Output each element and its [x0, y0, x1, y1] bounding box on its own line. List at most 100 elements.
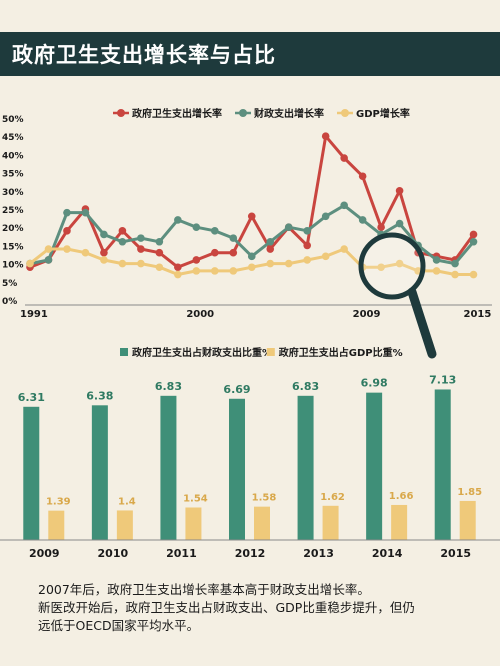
bar-value-label: 7.13: [429, 373, 456, 386]
bar-0: [23, 406, 40, 540]
series-point-0: [100, 248, 108, 257]
series-point-2: [26, 259, 34, 268]
series-point-2: [174, 270, 182, 279]
series-point-2: [81, 248, 90, 257]
magnifier-icon: [358, 232, 437, 359]
series-point-1: [229, 234, 238, 242]
series-point-0: [469, 230, 478, 239]
series-point-1: [284, 223, 293, 231]
bar-value-label: 6.98: [361, 377, 388, 390]
series-point-0: [155, 248, 164, 257]
series-point-2: [247, 263, 256, 272]
legend-label-1: 财政支出增长率: [253, 107, 324, 120]
bar-category-label: 2011: [166, 547, 197, 560]
bar-value-label: 1.58: [252, 493, 277, 504]
series-point-2: [451, 270, 459, 279]
series-point-0: [395, 187, 404, 195]
bar-0: [434, 389, 451, 540]
series-point-1: [211, 227, 219, 235]
bar-value-label: 6.38: [86, 389, 113, 402]
bar-legend-swatch-1: [266, 348, 275, 356]
series-point-0: [321, 132, 330, 140]
series-point-1: [432, 256, 441, 264]
series-point-2: [137, 259, 145, 268]
bar-legend-label-0: 政府卫生支出占财政支出比重%: [132, 346, 272, 359]
series-point-2: [118, 259, 127, 268]
series-point-0: [358, 172, 367, 181]
legend-label-2: GDP增长率: [356, 107, 410, 120]
series-point-2: [340, 245, 348, 253]
magnifier-lens: [358, 232, 426, 300]
series-point-0: [377, 223, 385, 231]
series-point-1: [395, 219, 404, 228]
bar-1: [48, 510, 65, 540]
series-point-1: [303, 227, 312, 235]
y-tick-label: 5%: [2, 279, 17, 289]
series-point-1: [44, 256, 53, 264]
bar-value-label: 1.66: [389, 491, 414, 502]
bar-value-label: 6.83: [292, 380, 319, 393]
series-point-1: [321, 212, 330, 221]
x-tick-label: 2015: [464, 309, 492, 320]
series-point-1: [137, 234, 145, 242]
y-tick-label: 40%: [2, 151, 24, 161]
series-point-2: [321, 252, 330, 261]
y-tick-label: 15%: [2, 242, 24, 252]
y-tick-label: 50%: [2, 115, 24, 125]
y-tick-label: 10%: [2, 261, 24, 271]
series-point-2: [395, 259, 404, 268]
series-point-2: [211, 267, 219, 275]
series-point-1: [81, 208, 90, 217]
bar-0: [229, 398, 245, 540]
line-chart: 政府卫生支出增长率 财政支出增长率 GDP增长率 50% 45% 40% 35% 30% 25%…: [2, 107, 492, 320]
y-tick-label: 30%: [2, 188, 24, 198]
y-tick-label: 35%: [2, 170, 24, 180]
bar-value-label: 6.69: [223, 383, 250, 396]
bar-category-label: 2012: [235, 547, 266, 560]
x-tick-label: 1991: [20, 309, 48, 320]
bar-category-label: 2009: [29, 547, 60, 560]
bar-legend-swatch-0: [120, 348, 128, 356]
series-point-2: [100, 256, 108, 264]
bar-value-label: 1.39: [46, 497, 71, 508]
bar-1: [391, 504, 408, 540]
legend-marker-2: [341, 109, 349, 117]
bar-1: [185, 507, 202, 540]
legend-marker-1: [239, 109, 247, 117]
series-point-0: [63, 227, 71, 235]
y-tick-label: 45%: [2, 133, 24, 143]
bar-chart: 政府卫生支出占财政支出比重% 政府卫生支出占GDP比重% 6.31 1.39 2009 6…: [0, 346, 500, 560]
bar-value-label: 1.85: [457, 487, 482, 498]
magnifier-handle: [407, 287, 437, 359]
bar-0: [297, 395, 314, 540]
series-point-1: [340, 201, 348, 210]
bar-value-label: 6.83: [155, 380, 182, 393]
legend-marker-0: [117, 109, 125, 117]
y-tick-label: 0%: [2, 297, 17, 307]
series-point-2: [44, 245, 53, 253]
bar-1: [459, 500, 476, 540]
series-point-0: [174, 263, 182, 272]
bar-0: [91, 405, 108, 540]
series-point-1: [266, 237, 275, 246]
bar-category-label: 2014: [372, 547, 403, 560]
y-tick-label: 20%: [2, 224, 24, 234]
series-point-1: [174, 216, 182, 224]
footer-line-2: 新医改开始后，政府卫生支出占财政支出、GDP比重稳步提升，但仍: [38, 600, 415, 615]
bar-0: [366, 392, 383, 540]
title-bar: 政府卫生支出增长率与占比: [0, 32, 500, 76]
series-point-2: [469, 270, 478, 279]
page-title: 政府卫生支出增长率与占比: [12, 43, 276, 67]
series-point-2: [63, 245, 71, 253]
bar-1: [116, 510, 133, 540]
series-point-0: [211, 248, 219, 257]
series-point-0: [340, 154, 348, 162]
series-point-0: [247, 212, 256, 221]
series-point-1: [358, 216, 367, 224]
footer-line-3: 远低于OECD国家平均水平。: [38, 618, 200, 633]
bar-category-label: 2015: [440, 547, 471, 560]
series-point-2: [432, 267, 441, 275]
series-point-2: [192, 267, 201, 275]
bar-0: [160, 395, 177, 540]
